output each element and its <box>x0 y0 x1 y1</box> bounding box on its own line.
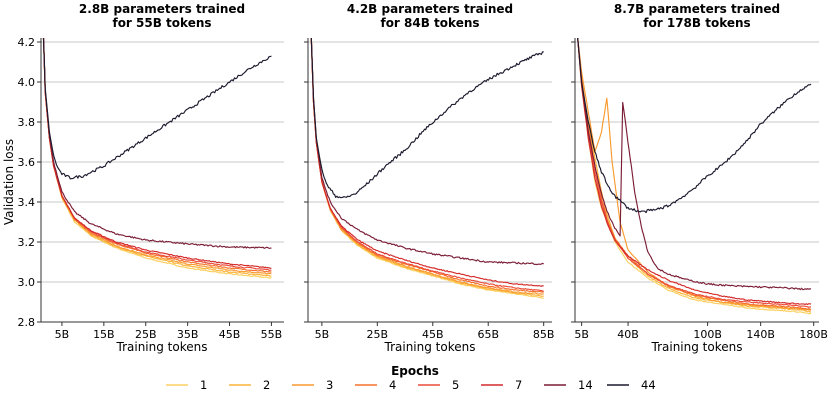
panel-2-axes: 5B 25B 45B 65B 85B <box>304 38 554 341</box>
panel-3-title-line-1: 8.7B parameters trained <box>614 2 780 16</box>
panel-1-series <box>42 38 272 279</box>
series-line-epochs-1 <box>310 38 544 299</box>
series-line-epochs-5 <box>577 38 811 308</box>
series-line-epochs-5 <box>42 38 272 271</box>
legend-label-epochs-14: 14 <box>578 378 593 392</box>
panel-2-title-line-2: for 84B tokens <box>380 16 479 30</box>
series-line-epochs-3 <box>577 38 811 311</box>
x-tick-label: 180B <box>799 328 828 341</box>
series-line-epochs-3 <box>42 38 272 275</box>
series-line-epochs-4 <box>310 38 544 293</box>
panel-1-title-line-2: for 55B tokens <box>112 16 211 30</box>
series-line-epochs-14 <box>310 38 544 266</box>
series-line-epochs-44 <box>310 38 544 199</box>
y-axis-label: Validation loss <box>2 139 16 225</box>
panel-1-axes: 2.8 3.0 3.2 3.4 3.6 3.8 4.0 4.2 5B 15B 25B 35B 45B 55… <box>18 36 284 341</box>
panel-2-title-line-1: 4.2B parameters trained <box>347 2 513 16</box>
x-tick-label: 45B <box>219 328 241 341</box>
y-tick-label: 3.8 <box>18 116 36 129</box>
series-line-epochs-2 <box>310 38 544 297</box>
series-line-epochs-44 <box>577 38 812 214</box>
x-tick-label: 45B <box>422 328 444 341</box>
y-tick-label: 3.4 <box>18 196 36 209</box>
panel-3-series <box>577 38 812 315</box>
panel-1: 2.8B parameters trained for 55B tokens 2… <box>2 2 284 354</box>
legend-label-epochs-2: 2 <box>263 378 270 392</box>
y-tick-label: 4.0 <box>18 76 36 89</box>
legend-label-epochs-4: 4 <box>389 378 396 392</box>
x-tick-label: 25B <box>367 328 389 341</box>
legend-label-epochs-7: 7 <box>515 378 522 392</box>
panel-3-grid <box>575 41 819 323</box>
x-tick-label: 25B <box>135 328 157 341</box>
legend-label-epochs-1: 1 <box>200 378 207 392</box>
panel-2-grid <box>308 41 552 323</box>
series-line-epochs-4 <box>577 38 812 310</box>
x-tick-label: 5B <box>55 328 70 341</box>
series-line-epochs-7 <box>310 38 544 287</box>
legend-label-epochs-5: 5 <box>452 378 459 392</box>
series-line-epochs-7 <box>577 38 812 306</box>
series-line-epochs-44 <box>42 38 272 180</box>
x-tick-label: 85B <box>533 328 555 341</box>
series-line-epochs-7 <box>42 38 272 269</box>
x-tick-label: 55B <box>261 328 283 341</box>
series-line-epochs-3 <box>310 38 544 295</box>
series-line-epochs-5 <box>310 38 544 292</box>
panel-1-grid <box>41 41 284 323</box>
panel-2-series <box>310 38 544 299</box>
y-tick-label: 3.6 <box>18 156 36 169</box>
legend-title: Epochs <box>391 364 439 378</box>
series-line-epochs-14 <box>577 38 812 291</box>
series-line-epochs-1 <box>577 38 812 315</box>
series-line-epochs-2 <box>577 38 812 313</box>
series-line-epochs-1 <box>42 38 272 279</box>
y-tick-label: 3.2 <box>18 236 36 249</box>
panel-3-title-line-2: for 178B tokens <box>643 16 750 30</box>
x-tick-label: 40B <box>617 328 639 341</box>
series-line-epochs-14 <box>42 38 272 249</box>
x-tick-label: 35B <box>177 328 199 341</box>
x-tick-label: 5B <box>574 328 589 341</box>
panel-2: 4.2B parameters trained for 84B tokens 5… <box>304 2 554 354</box>
panel-2-x-axis-label: Training tokens <box>384 340 476 354</box>
series-line-epochs-4 <box>42 38 272 273</box>
panel-1-title-line-1: 2.8B parameters trained <box>79 2 245 16</box>
legend-label-epochs-44: 44 <box>641 378 656 392</box>
legend: Epochs 1 2 3 4 5 7 14 44 <box>166 364 656 392</box>
series-line-epochs-2 <box>42 38 272 277</box>
x-tick-label: 100B <box>693 328 722 341</box>
panel-3-x-axis-label: Training tokens <box>651 340 743 354</box>
x-tick-label: 5B <box>315 328 330 341</box>
panel-3: 8.7B parameters trained for 178B tokens … <box>571 2 828 354</box>
panel-1-x-axis-label: Training tokens <box>116 340 208 354</box>
panel-3-axes: 5B 40B 100B 140B 180B <box>571 38 828 341</box>
legend-entries: 1 2 3 4 5 7 14 44 <box>166 378 656 392</box>
x-tick-label: 15B <box>93 328 115 341</box>
y-tick-label: 2.8 <box>18 316 36 329</box>
legend-label-epochs-3: 3 <box>326 378 333 392</box>
x-tick-label: 140B <box>746 328 775 341</box>
y-tick-label: 3.0 <box>18 276 36 289</box>
y-tick-label: 4.2 <box>18 36 36 49</box>
x-tick-label: 65B <box>477 328 499 341</box>
